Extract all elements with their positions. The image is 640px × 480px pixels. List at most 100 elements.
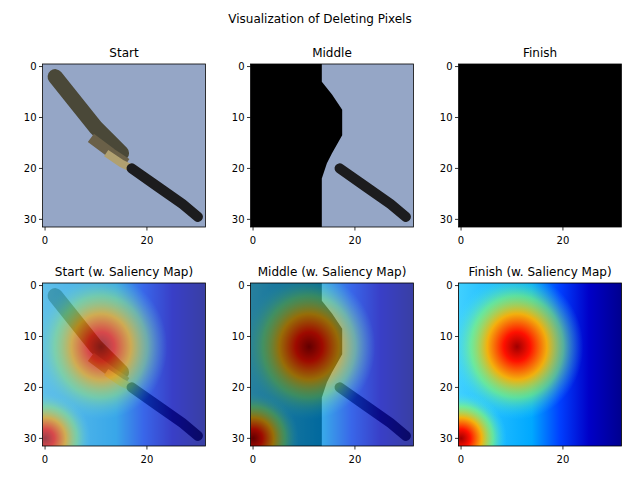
- x-tick: [354, 446, 355, 450]
- x-tick: [562, 227, 563, 231]
- saliency-map: [459, 283, 622, 446]
- y-tick-label: 10: [232, 331, 245, 342]
- saliency-map: [251, 283, 414, 446]
- x-tick: [562, 446, 563, 450]
- panel-title: Start (w. Saliency Map): [55, 265, 193, 279]
- sky: [251, 64, 414, 227]
- y-tick-label: 0: [446, 280, 452, 291]
- image: [459, 283, 622, 446]
- y-tick-label: 30: [440, 214, 453, 225]
- panel-title: Finish: [523, 46, 557, 60]
- suptitle: Visualization of Deleting Pixels: [228, 12, 411, 26]
- y-tick: [39, 438, 43, 439]
- deleted-pixels: [459, 64, 622, 227]
- panel-title: Start: [109, 46, 139, 60]
- x-tick-label: 20: [349, 454, 362, 465]
- image: [459, 64, 622, 227]
- x-tick: [253, 446, 254, 450]
- panel-title: Finish (w. Saliency Map): [468, 265, 611, 279]
- y-tick: [39, 336, 43, 337]
- x-tick-label: 20: [557, 454, 570, 465]
- frame: [43, 283, 206, 446]
- frame: [251, 64, 414, 227]
- y-tick-label: 20: [440, 163, 453, 174]
- panel-title: Middle: [312, 46, 352, 60]
- y-tick: [247, 438, 251, 439]
- image: [43, 283, 206, 446]
- y-tick: [455, 117, 459, 118]
- x-tick-label: 0: [458, 235, 464, 246]
- bird-wing: [132, 168, 198, 216]
- y-tick: [39, 117, 43, 118]
- x-tick: [146, 446, 147, 450]
- x-tick-label: 0: [42, 235, 48, 246]
- y-tick: [455, 285, 459, 286]
- y-tick-label: 0: [30, 61, 36, 72]
- y-tick-label: 30: [440, 433, 453, 444]
- panel: 0200102030Finish (w. Saliency Map): [415, 265, 621, 480]
- x-tick-label: 0: [250, 454, 256, 465]
- x-tick: [253, 227, 254, 231]
- y-tick: [455, 66, 459, 67]
- deleted-pixels: [251, 64, 343, 227]
- y-tick-label: 0: [238, 61, 244, 72]
- x-tick-label: 0: [42, 454, 48, 465]
- figure: Visualization of Deleting Pixels 0 20 0 10 20…: [0, 0, 640, 480]
- panel: 0 20 0 10 20 30 Start: [24, 46, 206, 246]
- y-tick-label: 20: [232, 163, 245, 174]
- x-tick: [354, 227, 355, 231]
- y-tick: [455, 168, 459, 169]
- y-tick-label: 10: [24, 112, 37, 123]
- x-tick-label: 0: [458, 454, 464, 465]
- y-tick-label: 30: [24, 433, 37, 444]
- frame: [459, 283, 622, 446]
- frame: [43, 64, 206, 227]
- y-tick: [39, 168, 43, 169]
- bird-wing: [340, 168, 406, 216]
- x-tick-label: 0: [250, 235, 256, 246]
- y-tick-label: 30: [24, 214, 37, 225]
- sky: [43, 64, 206, 227]
- y-tick-label: 10: [440, 112, 453, 123]
- panel: 0200102030Finish: [440, 46, 622, 246]
- x-tick-label: 20: [349, 235, 362, 246]
- y-tick-label: 10: [440, 331, 453, 342]
- y-tick: [247, 387, 251, 388]
- y-tick-label: 20: [232, 382, 245, 393]
- y-tick-label: 30: [232, 214, 245, 225]
- y-tick: [455, 387, 459, 388]
- y-tick: [247, 66, 251, 67]
- y-tick-label: 20: [24, 163, 37, 174]
- x-tick: [146, 227, 147, 231]
- y-tick-label: 20: [24, 382, 37, 393]
- y-tick: [455, 336, 459, 337]
- x-tick: [45, 227, 46, 231]
- y-tick: [247, 336, 251, 337]
- saliency-peak: [43, 393, 91, 446]
- saliency-map: [43, 283, 206, 446]
- image: [251, 283, 414, 446]
- y-tick: [247, 117, 251, 118]
- panel: 0 20 0 10 20 30 Middle: [232, 46, 414, 246]
- y-tick: [247, 168, 251, 169]
- y-tick-label: 0: [446, 61, 452, 72]
- y-tick: [39, 387, 43, 388]
- x-tick: [461, 446, 462, 450]
- y-tick: [39, 66, 43, 67]
- y-tick: [247, 219, 251, 220]
- y-tick: [39, 219, 43, 220]
- panel: 0200102030Middle (w. Saliency Map): [207, 265, 413, 480]
- y-tick-label: 10: [232, 112, 245, 123]
- panel: 0200102030Start (w. Saliency Map): [0, 265, 206, 480]
- y-tick: [39, 285, 43, 286]
- x-tick: [461, 227, 462, 231]
- panel-title: Middle (w. Saliency Map): [258, 265, 407, 279]
- y-tick-label: 10: [24, 331, 37, 342]
- y-tick-label: 30: [232, 433, 245, 444]
- y-tick: [247, 285, 251, 286]
- saliency-peak: [459, 393, 507, 446]
- image: [43, 64, 206, 227]
- x-tick-label: 20: [141, 235, 154, 246]
- y-tick: [455, 219, 459, 220]
- y-tick-label: 0: [30, 280, 36, 291]
